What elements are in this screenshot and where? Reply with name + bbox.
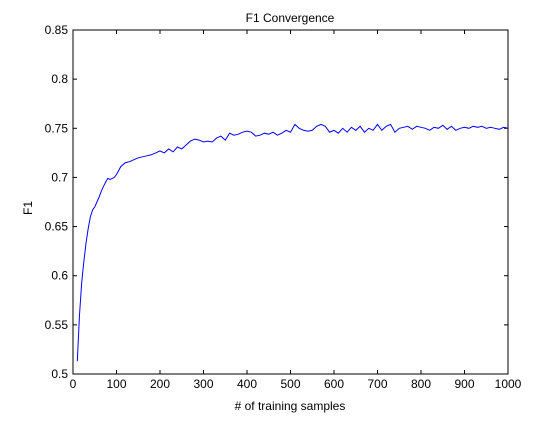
x-tick-label: 200 (150, 377, 170, 391)
y-tick-label: 0.7 (51, 170, 68, 184)
y-tick-label: 0.55 (45, 318, 69, 332)
chart-title: F1 Convergence (246, 11, 335, 25)
plot-area: 0 100 200 300 400 500 600 700 800 900 1000 0.5 0.55 0… (45, 23, 522, 391)
x-tick-label: 300 (193, 377, 213, 391)
x-tick-label: 800 (411, 377, 431, 391)
y-tick-label: 0.5 (51, 367, 68, 381)
y-axis-label: F1 (21, 201, 35, 215)
y-tick-label: 0.85 (45, 23, 69, 37)
x-tick-label: 0 (70, 377, 77, 391)
x-tick-label: 900 (454, 377, 474, 391)
x-tick-label: 500 (280, 377, 300, 391)
x-tick-label: 600 (324, 377, 344, 391)
y-tick-label: 0.65 (45, 220, 69, 234)
plot-frame (72, 29, 509, 375)
x-tick-label: 400 (237, 377, 257, 391)
series-line (76, 123, 509, 362)
x-tick-label: 100 (106, 377, 126, 391)
x-tick-label: 700 (367, 377, 387, 391)
x-axis-label: # of training samples (235, 399, 346, 413)
y-tick-label: 0.75 (45, 121, 69, 135)
y-tick-label: 0.6 (51, 269, 68, 283)
x-tick-label: 1000 (495, 377, 522, 391)
y-tick-label: 0.8 (51, 72, 68, 86)
